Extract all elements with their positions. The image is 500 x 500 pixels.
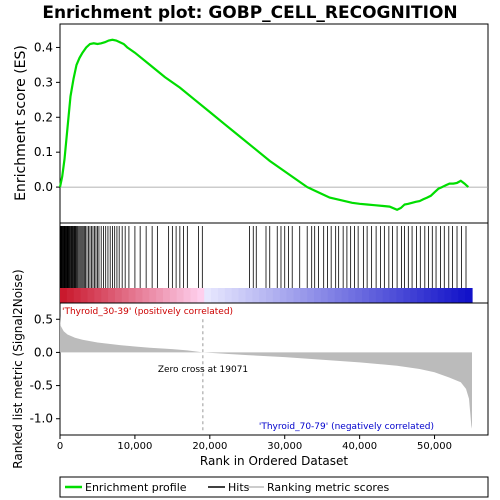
rank-x-axis: 0 10,000 20,000 30,000 40,000 50,000 <box>57 435 452 452</box>
chart-title: Enrichment plot: GOBP_CELL_RECOGNITION <box>42 3 457 23</box>
band-cell <box>314 288 322 303</box>
band-cell <box>80 288 89 303</box>
band-cell <box>341 288 349 303</box>
es-plot-frame <box>59 23 489 224</box>
band-cell <box>307 288 315 303</box>
es-y-tick-label: 0.1 <box>34 145 53 159</box>
ranked-list-color-band <box>60 288 473 303</box>
band-cell <box>183 288 192 303</box>
band-cell <box>238 288 246 303</box>
band-cell <box>245 288 253 303</box>
band-cell <box>334 288 343 303</box>
x-tick-label: 50,000 <box>417 441 452 452</box>
band-cell <box>156 288 164 303</box>
band-cell <box>121 288 130 303</box>
band-cell <box>465 288 473 303</box>
band-cell <box>142 288 150 303</box>
legend-hits-label: Hits <box>228 481 250 494</box>
metric-y-axis-label: Ranked list metric (Signal2Noise) <box>11 269 25 468</box>
band-cell <box>135 288 143 303</box>
band-cell <box>87 288 95 303</box>
band-cell <box>190 288 198 303</box>
band-cell <box>458 288 466 303</box>
metric-y-tick-label: 0.0 <box>34 345 53 359</box>
x-tick-label: 10,000 <box>117 441 152 452</box>
metric-y-tick-label: 0.5 <box>34 312 53 326</box>
band-cell <box>396 288 404 303</box>
band-cell <box>169 288 178 303</box>
band-cell <box>163 288 171 303</box>
hits-panel <box>59 222 489 304</box>
band-cell <box>410 288 418 303</box>
band-cell <box>266 288 274 303</box>
es-y-tick-label: 0.2 <box>34 110 53 124</box>
band-cell <box>369 288 377 303</box>
es-y-tick-label: 0.4 <box>34 40 53 54</box>
band-cell <box>108 288 116 303</box>
x-axis-label: Rank in Ordered Dataset <box>200 454 348 468</box>
band-cell <box>403 288 411 303</box>
legend-metric-label: Ranking metric scores <box>267 481 389 494</box>
metric-y-tick-label: -0.5 <box>30 379 53 393</box>
band-cell <box>211 288 219 303</box>
band-cell <box>417 288 425 303</box>
es-y-axis-label: Enrichment score (ES) <box>13 45 29 201</box>
x-tick-label: 20,000 <box>192 441 227 452</box>
metric-plot-frame <box>59 302 489 436</box>
es-y-tick-label: 0.3 <box>34 75 53 89</box>
band-cell <box>224 288 233 303</box>
band-cell <box>423 288 432 303</box>
band-cell <box>149 288 157 303</box>
es-y-axis: 0.0 0.1 0.2 0.3 0.4 <box>34 40 60 194</box>
band-cell <box>60 288 68 303</box>
legend-frame <box>59 476 489 498</box>
band-cell <box>252 288 260 303</box>
band-cell <box>348 288 356 303</box>
legend-enrichment-label: Enrichment profile <box>85 481 187 494</box>
band-cell <box>204 288 212 303</box>
band-cell <box>128 288 137 303</box>
band-cell <box>231 288 240 303</box>
band-cell <box>217 288 226 303</box>
zero-cross-annotation: Zero cross at 19071 <box>158 365 248 375</box>
band-cell <box>94 288 102 303</box>
band-cell <box>389 288 398 303</box>
band-cell <box>73 288 82 303</box>
hit-marks <box>60 226 467 288</box>
band-cell <box>101 288 109 303</box>
band-cell <box>444 288 452 303</box>
band-cell <box>259 288 267 303</box>
band-cell <box>176 288 185 303</box>
band-cell <box>362 288 370 303</box>
band-cell <box>375 288 384 303</box>
band-cell <box>293 288 301 303</box>
positive-class-label: 'Thyroid_30-39' (positively correlated) <box>62 307 233 317</box>
x-tick-label: 40,000 <box>342 441 377 452</box>
band-cell <box>437 288 446 303</box>
band-cell <box>430 288 439 303</box>
metric-y-tick-label: -1.0 <box>30 412 53 426</box>
band-cell <box>279 288 288 303</box>
band-cell <box>300 288 308 303</box>
band-cell <box>320 288 329 303</box>
band-cell <box>66 288 75 303</box>
band-cell <box>197 288 205 303</box>
band-cell <box>382 288 391 303</box>
es-y-tick-label: 0.0 <box>34 180 53 194</box>
band-cell <box>286 288 295 303</box>
band-cell <box>355 288 363 303</box>
negative-class-label: 'Thyroid_70-79' (negatively correlated) <box>259 422 434 432</box>
band-cell <box>451 288 459 303</box>
legend: Enrichment profile Hits Ranking metric s… <box>59 476 489 498</box>
band-cell <box>114 288 123 303</box>
enrichment-score-panel: 0.0 0.1 0.2 0.3 0.4 Enrichment score (ES) <box>13 23 489 224</box>
band-cell <box>272 288 281 303</box>
x-tick-label: 0 <box>57 441 63 452</box>
enrichment-profile-line <box>58 38 470 212</box>
metric-y-axis: 0.5 0.0 -0.5 -1.0 <box>30 312 60 426</box>
x-tick-label: 30,000 <box>267 441 302 452</box>
band-cell <box>327 288 336 303</box>
ranked-metric-panel: Zero cross at 19071 'Thyroid_30-39' (pos… <box>11 269 489 469</box>
